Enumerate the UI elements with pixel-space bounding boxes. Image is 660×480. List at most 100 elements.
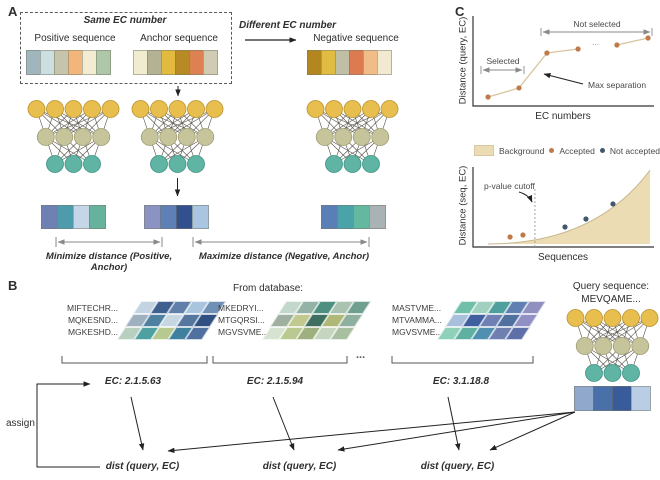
neuron — [306, 100, 325, 118]
color-tile — [40, 50, 55, 75]
group2-bracket — [212, 356, 348, 364]
group3-mosaic — [436, 301, 547, 340]
anchor-network — [131, 100, 224, 173]
group3-sequence-3: MGVSVME... — [392, 327, 443, 337]
neuron — [73, 128, 92, 146]
minimize-distance-label: Minimize distance (Positive, Anchor) — [45, 251, 173, 273]
not-accepted-legend-label: Not accepted — [609, 145, 660, 156]
accepted-legend-label: Accepted — [559, 145, 595, 156]
query-to-dist1-arrow — [167, 411, 576, 454]
assign-arrow-path — [36, 381, 100, 468]
neuron — [83, 100, 101, 118]
query-to-dist3-arrow — [489, 411, 576, 451]
neuron — [187, 155, 205, 173]
group3-sequence-1: MASTVME... — [392, 303, 442, 313]
positive-embedding — [41, 205, 106, 229]
negative-sequence-tiles — [307, 50, 392, 75]
neuron — [36, 128, 55, 146]
query-network — [566, 309, 659, 382]
negative-embedding — [321, 205, 386, 229]
background-legend-label: Background — [499, 145, 545, 156]
neuron — [101, 100, 120, 118]
maximize-distance-label: Maximize distance (Negative, Anchor) — [198, 251, 370, 262]
color-tile — [363, 50, 378, 75]
color-tile — [82, 50, 97, 75]
color-tile — [574, 386, 594, 411]
color-tile — [26, 50, 41, 75]
color-tile — [335, 50, 350, 75]
accepted-point — [520, 232, 526, 238]
neuron — [46, 155, 64, 173]
group2-sequence-3: MGVSVME... — [218, 327, 269, 337]
color-tile — [68, 50, 83, 75]
neuron — [140, 128, 159, 146]
neuron — [64, 100, 83, 118]
neuron — [334, 128, 353, 146]
bottom-chart-ylabel: Distance (seq, EC) — [457, 165, 469, 246]
color-tile — [147, 50, 162, 75]
neuron — [92, 128, 111, 146]
color-tile — [321, 50, 336, 75]
neuron — [46, 100, 64, 118]
ec-distance-point — [575, 46, 581, 52]
neuron — [566, 309, 585, 327]
anchor-sequence-tiles — [133, 50, 218, 75]
negative-sequence-label: Negative sequence — [313, 33, 399, 44]
background-curve — [488, 169, 651, 245]
neuron — [325, 155, 343, 173]
panel-c-label: C — [455, 4, 465, 19]
group1-sequence-1: MIFTECHR... — [67, 303, 118, 313]
color-tile — [353, 205, 370, 229]
neuron — [612, 337, 631, 355]
group1-bracket — [61, 356, 208, 364]
query-sequence-value: MEVQAME... — [581, 294, 641, 305]
mosaic-row — [436, 327, 546, 340]
positive-sequence-tiles — [26, 50, 111, 75]
ec1-to-dist-arrow — [130, 396, 145, 451]
top-chart-axes — [472, 16, 654, 107]
group2-mosaic — [261, 301, 372, 340]
color-tile — [89, 205, 106, 229]
color-tile — [144, 205, 161, 229]
neuron — [315, 128, 334, 146]
group2-ec-label: EC: 2.1.5.94 — [246, 376, 304, 387]
neuron — [343, 155, 362, 173]
neuron — [150, 155, 168, 173]
same-ec-box — [20, 12, 232, 84]
color-tile — [160, 205, 177, 229]
neuron — [177, 128, 196, 146]
neuron — [585, 364, 603, 382]
positive-network — [27, 100, 120, 173]
neuron — [64, 155, 83, 173]
neuron — [603, 364, 622, 382]
anchor-embedding — [144, 205, 209, 229]
ec2-to-dist-arrow — [272, 396, 295, 451]
query-to-dist2-arrow — [337, 411, 576, 452]
mosaic-row — [452, 301, 547, 314]
color-tile — [73, 205, 90, 229]
ec-distance-point — [516, 85, 522, 91]
color-tile — [41, 205, 58, 229]
color-tile — [369, 205, 386, 229]
color-tile — [192, 205, 209, 229]
ec-distance-point — [485, 94, 491, 100]
neuron — [131, 100, 150, 118]
neuron — [55, 128, 74, 146]
bottom-chart-xlabel: Sequences — [537, 252, 589, 263]
mosaic-row — [116, 327, 226, 340]
group1-mosaic — [116, 301, 227, 340]
same-ec-title: Same EC number — [83, 15, 167, 26]
color-tile — [176, 205, 193, 229]
color-tile — [161, 50, 176, 75]
not-accepted-point — [562, 224, 568, 230]
neuron — [168, 155, 187, 173]
accepted-legend-dot — [549, 148, 555, 153]
neuron — [343, 100, 362, 118]
neuron — [362, 100, 380, 118]
dist-label-3: dist (query, EC) — [420, 461, 495, 472]
not-accepted-point — [610, 201, 616, 207]
group1-sequence-2: MQKESND... — [67, 315, 118, 325]
top-chart-line — [616, 37, 649, 46]
color-tile — [189, 50, 204, 75]
